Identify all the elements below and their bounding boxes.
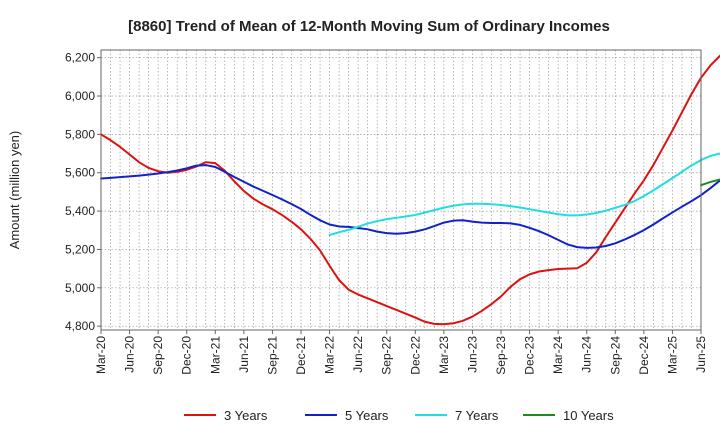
x-tick-label: Sep-20: [151, 336, 165, 375]
x-tick-label: Jun-22: [351, 336, 365, 373]
y-tick-label: 5,400: [65, 204, 95, 218]
y-tick-label: 5,800: [65, 127, 95, 141]
y-tick-label: 5,200: [65, 242, 95, 256]
series-line-10-years: [700, 178, 720, 187]
chart-title: [8860] Trend of Mean of 12-Month Moving …: [128, 18, 610, 35]
plot-area: [101, 50, 701, 330]
x-tick-label: Sep-21: [265, 336, 279, 375]
series-line-5-years: [100, 164, 720, 249]
x-tick-label: Dec-20: [180, 336, 194, 375]
y-tick-label: 5,000: [65, 281, 95, 295]
y-axis-label: Amount (million yen): [7, 131, 22, 250]
x-tick-label: Sep-23: [494, 336, 508, 375]
x-tick-label: Mar-22: [323, 336, 337, 374]
x-tick-label: Jun-23: [465, 336, 479, 373]
x-tick-label: Mar-24: [551, 336, 565, 374]
x-tick-label: Jun-25: [694, 336, 708, 373]
x-tick-label: Dec-21: [294, 336, 308, 375]
legend-label: 5 Years: [345, 408, 389, 423]
plot-frame: [100, 49, 702, 331]
series-group: [100, 54, 720, 326]
y-tick-label: 6,000: [65, 89, 95, 103]
series-line-7-years: [328, 152, 720, 237]
series-line-3-years: [100, 54, 720, 326]
y-tick-label: 4,800: [65, 319, 95, 333]
legend-label: 3 Years: [224, 408, 268, 423]
y-tick-label: 5,600: [65, 166, 95, 180]
x-tick-label: Mar-25: [665, 336, 679, 374]
x-tick-label: Mar-21: [208, 336, 222, 374]
x-tick-label: Jun-21: [237, 336, 251, 373]
x-tick-label: Sep-22: [380, 336, 394, 375]
y-axis: 4,800 5,000 5,200 5,400 5,600 5,800 6,000 6,200: [65, 51, 101, 333]
x-tick-label: Dec-24: [637, 336, 651, 375]
legend-label: 7 Years: [455, 408, 499, 423]
y-tick-label: 6,200: [65, 51, 95, 65]
x-tick-label: Jun-24: [580, 336, 594, 373]
legend-label: 10 Years: [563, 408, 614, 423]
x-tick-label: Dec-22: [408, 336, 422, 375]
x-tick-label: Jun-20: [123, 336, 137, 373]
legend: 3 Years 5 Years 7 Years 10 Years: [184, 408, 614, 423]
x-tick-label: Mar-20: [94, 336, 108, 374]
x-tick-label: Sep-24: [608, 336, 622, 375]
x-tick-label: Dec-23: [523, 336, 537, 375]
x-tick-label: Mar-23: [437, 336, 451, 374]
x-axis: Mar-20 Jun-20 Sep-20 Dec-20 Mar-21 Jun-21 Sep-…: [94, 330, 708, 375]
